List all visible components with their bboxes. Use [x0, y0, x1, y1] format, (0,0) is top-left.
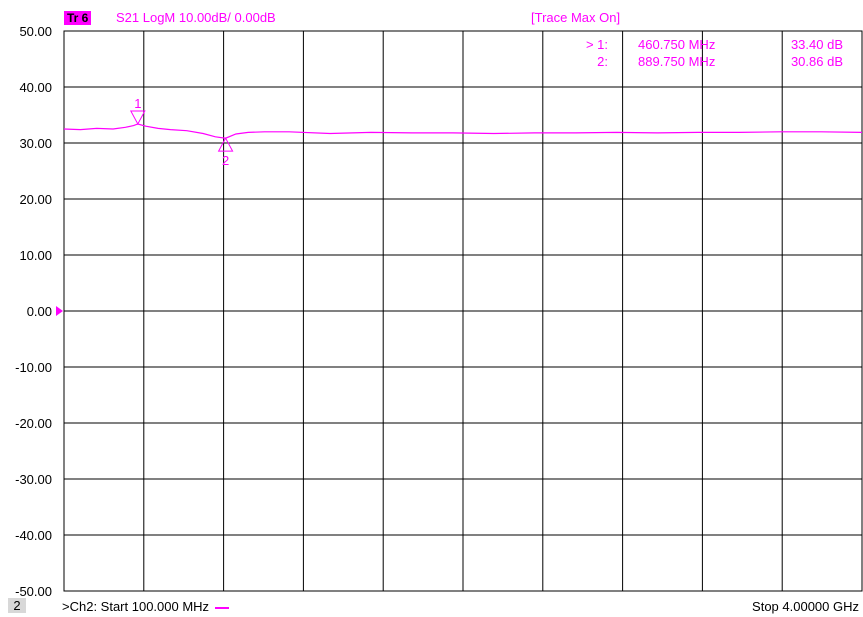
y-tick-label: 20.00	[19, 192, 52, 207]
trace-badge[interactable]: Tr 6	[64, 11, 92, 25]
y-tick-label: 30.00	[19, 136, 52, 151]
y-tick-label: -50.00	[15, 584, 52, 599]
sweep-start-text: >Ch2: Start 100.000 MHz	[62, 599, 210, 614]
marker-readout-label: > 1:	[586, 37, 608, 52]
trace-max-status: [Trace Max On]	[531, 10, 621, 25]
trace-legend-swatch	[215, 606, 230, 609]
sweep-start-label: >Ch2: Start 100.000 MHz	[62, 599, 230, 614]
marker-number: 1	[134, 96, 141, 111]
y-tick-label: 10.00	[19, 248, 52, 263]
trace-line	[63, 123, 863, 139]
sweep-stop-label: Stop 4.00000 GHz	[752, 599, 859, 614]
marker-triangle	[217, 137, 234, 152]
marker-number: 2	[222, 153, 229, 168]
y-tick-label: -30.00	[15, 472, 52, 487]
marker-readout-freq: 460.750 MHz	[638, 37, 715, 52]
marker-1: 1	[129, 96, 146, 126]
y-tick-label: -10.00	[15, 360, 52, 375]
marker-triangle	[129, 110, 146, 126]
y-tick-label: 40.00	[19, 80, 52, 95]
y-tick-label: 0.00	[27, 304, 52, 319]
marker-2: 2	[217, 137, 234, 168]
channel-number-badge[interactable]: 2	[8, 598, 26, 613]
reference-level-arrow	[56, 306, 63, 316]
marker-readout-value: 30.86 dB	[791, 54, 843, 69]
marker-readout-value: 33.40 dB	[791, 37, 843, 52]
trace-format-label: S21 LogM 10.00dB/ 0.00dB	[116, 10, 276, 25]
marker-readout-label: 2:	[597, 54, 608, 69]
trace-header: Tr 6 S21 LogM 10.00dB/ 0.00dB [Trace Max…	[64, 9, 854, 27]
y-tick-label: 50.00	[19, 24, 52, 39]
y-tick-label: -20.00	[15, 416, 52, 431]
y-tick-label: -40.00	[15, 528, 52, 543]
marker-readout-freq: 889.750 MHz	[638, 54, 715, 69]
